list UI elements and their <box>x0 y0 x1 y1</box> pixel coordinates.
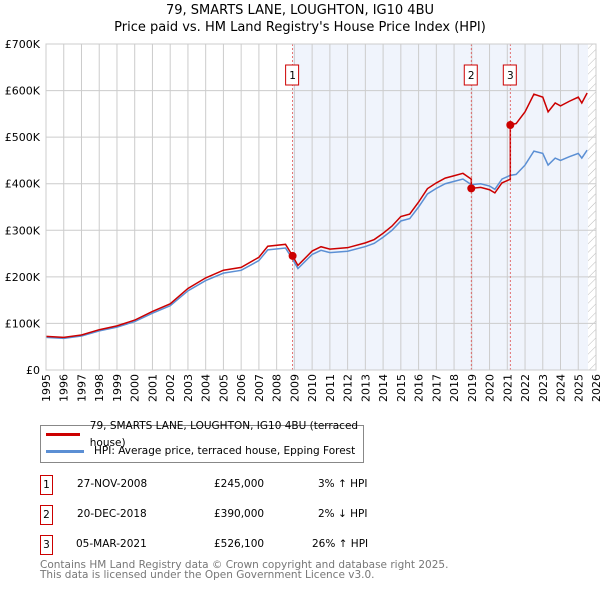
shaded-region <box>292 44 589 370</box>
x-tick-label: 2008 <box>271 374 284 402</box>
x-tick-label: 2020 <box>484 374 497 402</box>
y-tick-label: £200K <box>5 271 41 284</box>
x-tick-label: 2018 <box>448 374 461 402</box>
x-tick-label: 2014 <box>377 374 390 402</box>
x-tick-label: 2006 <box>235 374 248 402</box>
x-tick-label: 1998 <box>93 374 106 402</box>
sale-row-3: 3 05-MAR-2021 £526,100 26% ↑ HPI <box>40 535 440 555</box>
x-tick-label: 2001 <box>146 374 159 402</box>
x-tick-label: 2007 <box>253 374 266 402</box>
x-tick-label: 2026 <box>590 374 600 402</box>
x-tick-label: 2011 <box>324 374 337 402</box>
x-tick-label: 1999 <box>111 374 124 402</box>
x-tick-label: 2000 <box>129 374 142 402</box>
x-tick-label: 2015 <box>395 374 408 402</box>
legend-label: 79, SMARTS LANE, LOUGHTON, IG10 4BU (ter… <box>89 419 359 449</box>
x-tick-label: 2004 <box>200 374 213 402</box>
sale-label-box <box>463 64 478 86</box>
x-tick-label: 2010 <box>306 374 319 402</box>
sale-label: 1 <box>289 70 296 82</box>
y-tick-label: £500K <box>5 131 41 144</box>
y-tick-label: £300K <box>5 224 41 237</box>
y-tick-label: £0 <box>26 364 40 377</box>
x-tick-label: 2003 <box>182 374 195 402</box>
sale-label-box <box>502 64 517 86</box>
sale-marker-box: 2 <box>40 505 53 525</box>
x-tick-label: 2019 <box>466 374 479 402</box>
x-tick-label: 2022 <box>519 374 532 402</box>
property-price-line <box>45 92 588 339</box>
x-tick-label: 1996 <box>58 374 71 402</box>
x-tick-label: 2024 <box>555 374 568 402</box>
y-tick-label: £100K <box>5 317 41 330</box>
y-tick-label: £600K <box>5 85 41 98</box>
x-tick-label: 2002 <box>164 374 177 402</box>
x-tick-label: 2021 <box>501 374 514 402</box>
x-tick-label: 2013 <box>359 374 372 402</box>
x-tick-label: 2025 <box>572 374 585 402</box>
legend: 79, SMARTS LANE, LOUGHTON, IG10 4BU (ter… <box>40 420 364 463</box>
sale-row-1: 1 27-NOV-2008 £245,000 3% ↑ HPI <box>40 475 440 495</box>
x-tick-label: 2009 <box>288 374 301 402</box>
footer: Contains HM Land Registry data © Crown c… <box>40 559 449 581</box>
x-tick-label: 2005 <box>217 374 230 402</box>
sale-label-box <box>285 64 300 86</box>
x-tick-label: 1995 <box>40 374 53 402</box>
sale-marker-box: 1 <box>40 475 53 495</box>
legend-label: HPI: Average price, terraced house, Eppi… <box>94 445 356 457</box>
x-tick-label: 1997 <box>75 374 88 402</box>
sale-point <box>506 120 515 129</box>
sale-point <box>467 184 476 193</box>
legend-item-hpi: HPI: Average price, terraced house, Eppi… <box>41 443 363 460</box>
sale-label: 2 <box>468 70 475 82</box>
x-tick-label: 2016 <box>413 374 426 402</box>
sale-label: 3 <box>507 70 514 82</box>
y-tick-label: £700K <box>5 38 41 51</box>
x-tick-label: 2017 <box>430 374 443 402</box>
sale-marker-box: 3 <box>40 535 53 555</box>
legend-item-property: 79, SMARTS LANE, LOUGHTON, IG10 4BU (ter… <box>41 420 363 449</box>
price-chart: 1995 1996 1997 1998 1999 2000 2001 2002 2003 2004… <box>5 38 600 402</box>
hpi-line <box>45 149 588 340</box>
forecast-hatch <box>588 44 596 370</box>
x-tick-label: 2023 <box>537 374 550 402</box>
y-tick-label: £400K <box>5 178 41 191</box>
plot-border <box>45 43 597 371</box>
sale-row-2: 2 20-DEC-2018 £390,000 2% ↓ HPI <box>40 505 440 525</box>
sale-point <box>288 251 297 260</box>
x-tick-label: 2012 <box>342 374 355 402</box>
chart-title: 79, SMARTS LANE, LOUGHTON, IG10 4BU Price… <box>114 3 486 35</box>
